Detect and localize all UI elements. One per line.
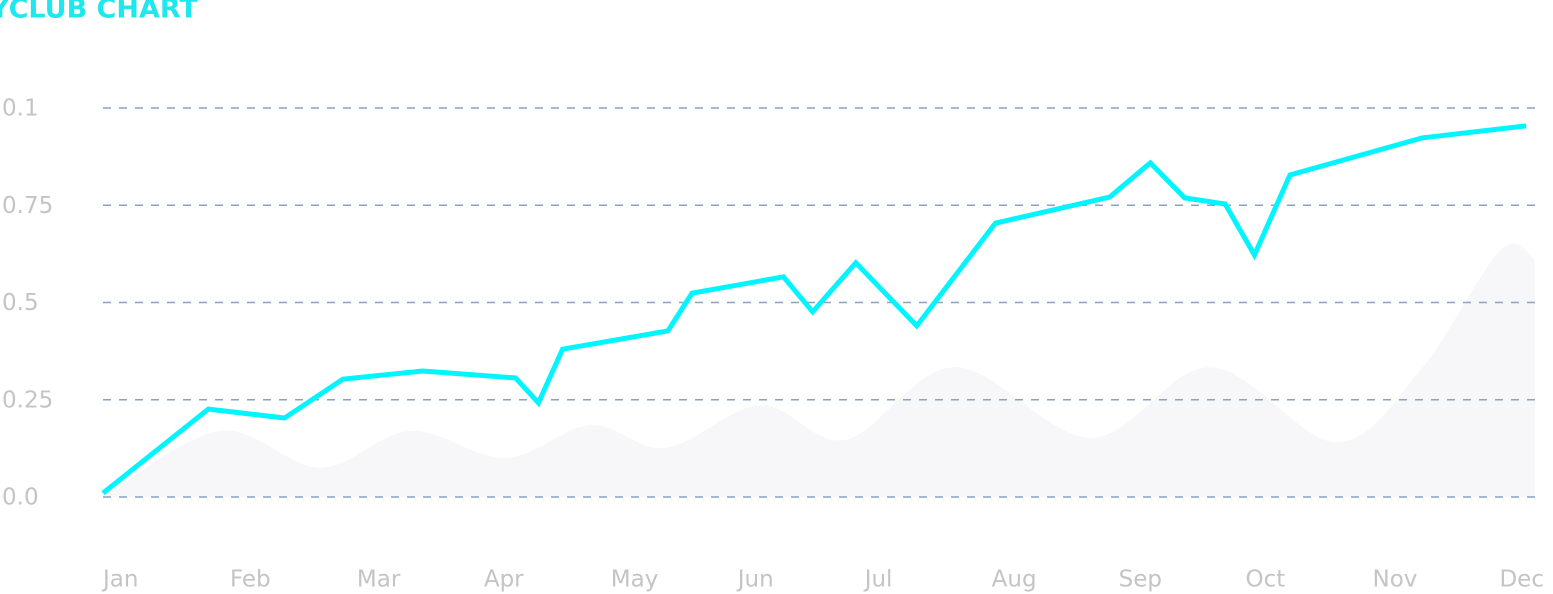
y-tick-label: 0.1 <box>2 96 39 122</box>
x-tick-label: Oct <box>1246 567 1286 593</box>
y-tick-label: 0.0 <box>2 485 39 511</box>
x-tick-label: Feb <box>230 567 271 593</box>
chart-title: YCLUB CHART <box>0 0 198 25</box>
x-tick-label: Jun <box>736 567 774 593</box>
x-tick-label: Aug <box>992 567 1037 593</box>
x-tick-label: Jul <box>863 567 893 593</box>
y-tick-label: 0.25 <box>2 387 53 413</box>
x-tick-label: Sep <box>1119 567 1162 593</box>
y-tick-label: 0.75 <box>2 193 53 219</box>
x-tick-label: May <box>611 567 659 593</box>
x-tick-label: Dec <box>1499 567 1544 593</box>
line <box>101 123 1527 496</box>
x-tick-label: Jan <box>101 567 138 593</box>
x-tick-label: Apr <box>484 567 524 593</box>
y-tick-label: 0.5 <box>2 290 39 316</box>
x-tick-label: Mar <box>357 567 401 593</box>
x-tick-label: Nov <box>1373 567 1418 593</box>
area <box>103 243 1535 497</box>
